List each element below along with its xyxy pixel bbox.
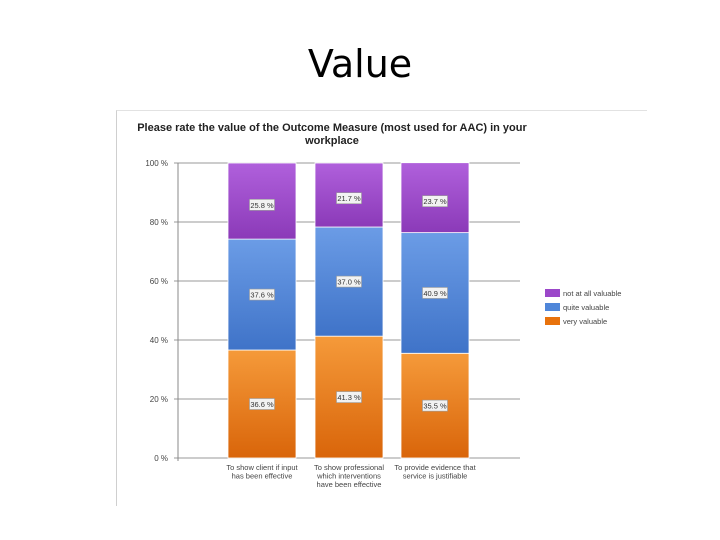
data-labels: 36.6 % 37.6 % 25.8 % 41.3 % 37.0 % 21.7 % 35.5… [249, 192, 448, 412]
legend-swatch [545, 317, 560, 325]
legend: not at all valuable quite valuable very va… [545, 289, 621, 326]
y-tick-label: 20 % [150, 395, 168, 404]
x-tick-label: To show professional which interventions h… [314, 463, 384, 489]
y-tick-label: 80 % [150, 218, 168, 227]
data-label: 37.6 % [250, 291, 274, 300]
data-label: 37.0 % [337, 278, 361, 287]
legend-label: very valuable [563, 317, 607, 326]
data-label: 41.3 % [337, 393, 361, 402]
chart-title: Please rate the value of the Outcome Mea… [137, 122, 527, 147]
bar-segment [400, 232, 470, 354]
x-tick-label: To provide evidence that service is justi… [394, 463, 476, 481]
legend-label: quite valuable [563, 303, 609, 312]
data-label-box [336, 275, 362, 288]
legend-swatch [545, 289, 560, 297]
y-tick-label: 40 % [150, 336, 168, 345]
y-axis: 0 % 20 % 40 % 60 % 80 % 100 % [145, 159, 179, 463]
data-label: 35.5 % [423, 402, 447, 411]
legend-swatch [545, 303, 560, 311]
data-label-box [249, 398, 275, 410]
data-label: 23.7 % [423, 197, 447, 206]
data-label-box [422, 399, 448, 412]
y-tick-label: 0 % [154, 454, 168, 463]
data-label: 21.7 % [337, 194, 361, 203]
data-label-box [422, 195, 448, 207]
slide-title: Value [307, 42, 413, 86]
data-label-box [336, 391, 362, 403]
data-label-box [336, 192, 362, 205]
x-axis-labels: To show client if input has been effectiv… [226, 463, 476, 489]
data-label: 40.9 % [423, 289, 447, 298]
data-label-box [249, 199, 275, 211]
data-label: 25.8 % [250, 201, 274, 210]
data-label-box [422, 287, 448, 299]
y-tick-label: 60 % [150, 277, 168, 286]
y-tick-label: 100 % [145, 159, 168, 168]
data-label: 36.6 % [250, 400, 274, 409]
legend-label: not at all valuable [563, 289, 621, 298]
x-tick-label: To show client if input has been effectiv… [226, 463, 298, 481]
data-label-box [249, 288, 275, 301]
